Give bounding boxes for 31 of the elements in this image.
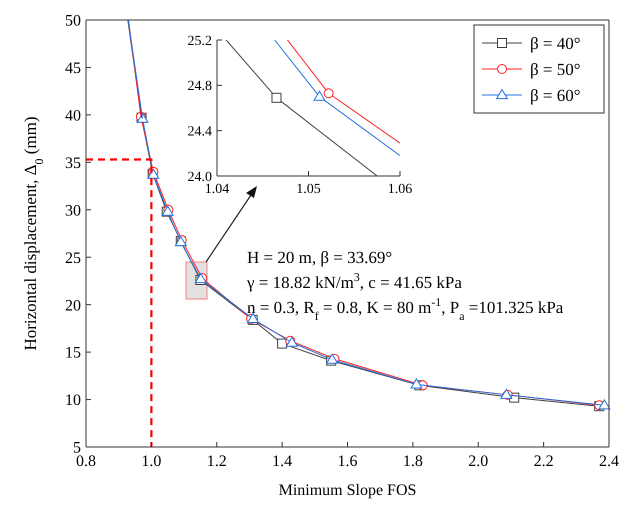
x-axis-title: Minimum Slope FOS xyxy=(278,482,416,499)
y-tick-label: 40 xyxy=(65,107,81,124)
y-tick-label: 45 xyxy=(65,60,81,78)
x-tick-label: 2.0 xyxy=(468,453,488,470)
y-tick-label: 25 xyxy=(65,250,81,267)
y-tick-label: 10 xyxy=(65,392,81,410)
legend-label: β = 40° xyxy=(530,34,581,53)
y-tick-label: 50 xyxy=(65,12,81,30)
legend-label: β = 50° xyxy=(530,60,581,79)
annotation: γ = 18.82 kN/m$^{3}$, c = 41.65 kPa xyxy=(246,270,462,292)
y-tick-label: 30 xyxy=(65,202,81,220)
annotation: n = 0.3, R$_{f}$ = 0.8, K = 80 m$^{-1}$, P$_{a}$ =101.325 kPa xyxy=(247,295,564,323)
x-tick-label: 1.06 xyxy=(388,182,412,197)
x-tick-label: 2.2 xyxy=(534,453,554,470)
y-tick-label: 25.2 xyxy=(188,34,212,49)
x-tick-label: 2.4 xyxy=(599,453,619,470)
x-tick-label: 1.6 xyxy=(338,453,358,470)
legend-label: β = 60° xyxy=(530,86,581,105)
y-tick-label: 24.4 xyxy=(188,124,212,140)
x-tick-label: 1.0 xyxy=(141,453,162,470)
annotation: H = 20 m, β = 33.69° xyxy=(247,248,392,267)
x-tick-label: 1.8 xyxy=(402,453,423,470)
y-tick-label: 15 xyxy=(65,344,81,362)
x-tick-label: 1.04 xyxy=(204,182,230,197)
y-tick-label: 35 xyxy=(65,154,81,172)
y-tick-label: 24.8 xyxy=(188,79,212,94)
y-tick-label: 20 xyxy=(65,297,81,314)
y-tick-label: 24.0 xyxy=(188,170,212,185)
x-tick-label: 1.2 xyxy=(206,453,227,470)
x-tick-label: 1.05 xyxy=(296,182,321,197)
x-tick-label: 1.4 xyxy=(272,453,292,470)
